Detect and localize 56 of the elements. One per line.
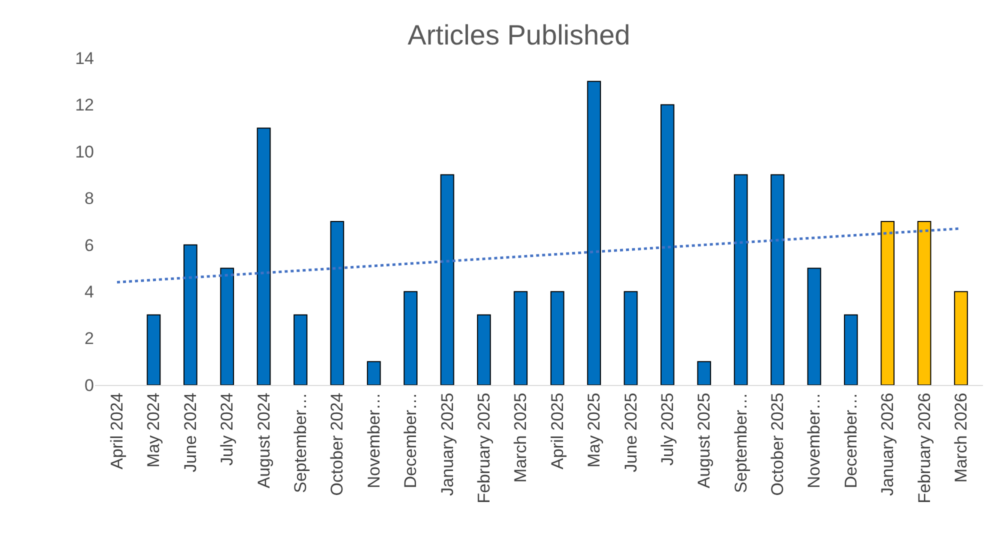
y-tick-label: 14 [75, 48, 94, 68]
bar [440, 174, 454, 385]
x-tick-label: February 2026 [914, 392, 934, 504]
bar [660, 104, 674, 385]
bar [183, 244, 198, 385]
bar [404, 291, 418, 385]
bar [220, 268, 234, 385]
x-tick-label: November… [364, 392, 384, 488]
x-tick-label: April 2024 [108, 392, 127, 470]
x-tick-label: October 2024 [328, 392, 347, 496]
x-tick-label: May 2025 [584, 392, 604, 468]
bar [294, 314, 308, 385]
y-tick-label: 10 [75, 142, 94, 162]
x-tick-label: August 2024 [254, 392, 274, 488]
bar [514, 291, 528, 385]
x-tick-label: October 2025 [768, 392, 788, 496]
y-tick-label: 0 [84, 376, 94, 395]
bar [770, 174, 784, 385]
chart-title: Articles Published [408, 20, 630, 51]
bar [844, 314, 858, 385]
bar [807, 268, 822, 385]
bar [330, 221, 344, 385]
y-tick-label: 4 [84, 282, 94, 302]
x-tick-label: June 2025 [621, 392, 640, 472]
x-tick-label: August 2025 [694, 392, 714, 488]
x-tick-label: January 2025 [438, 392, 457, 496]
x-tick-label: September… [731, 392, 750, 493]
x-tick-label: February 2025 [474, 392, 494, 504]
x-tick-label: March 2025 [511, 392, 530, 483]
x-tick-label: December… [841, 392, 860, 488]
x-tick-label: May 2024 [144, 392, 164, 468]
bar [146, 314, 161, 385]
y-tick-label: 6 [84, 236, 94, 255]
bar [734, 174, 748, 385]
bar [587, 80, 601, 385]
x-tick-label: December… [401, 392, 420, 488]
x-tick-label: July 2024 [218, 392, 237, 466]
bar [624, 291, 638, 385]
y-tick-label: 2 [84, 329, 94, 348]
x-tick-label: June 2024 [180, 392, 200, 472]
bar [880, 221, 895, 385]
bar [917, 221, 932, 385]
x-tick-label: January 2026 [878, 392, 898, 496]
x-tick-label: July 2025 [658, 392, 677, 466]
bar [256, 128, 271, 385]
bar [697, 361, 712, 385]
y-tick-label: 8 [84, 189, 94, 208]
bar [477, 314, 491, 385]
x-tick-label: April 2025 [548, 392, 567, 470]
bar [366, 361, 381, 385]
bar [954, 291, 968, 385]
x-tick-label: November… [804, 392, 824, 488]
x-tick-label: September… [291, 392, 310, 493]
y-tick-label: 12 [75, 96, 94, 115]
x-tick-label: March 2026 [952, 392, 971, 483]
bar [550, 291, 564, 385]
